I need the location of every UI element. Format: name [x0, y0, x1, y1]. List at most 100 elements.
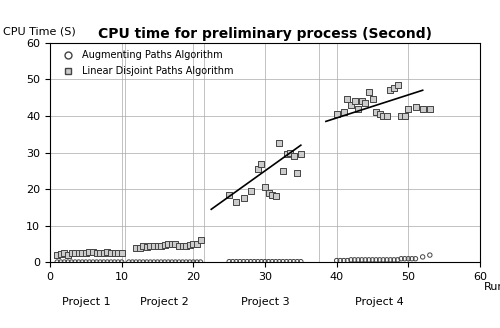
Point	[250, 259, 258, 264]
Point	[279, 168, 287, 174]
Point	[243, 259, 251, 264]
Point	[172, 241, 179, 247]
Point	[344, 258, 351, 263]
Point	[168, 241, 176, 247]
Point	[146, 243, 154, 249]
Point	[293, 170, 301, 175]
Point	[354, 106, 362, 111]
Point	[344, 97, 351, 102]
Point	[293, 259, 301, 264]
Point	[154, 259, 162, 265]
Point	[92, 251, 100, 256]
Point	[56, 252, 65, 257]
Point	[358, 257, 366, 262]
Point	[401, 113, 409, 118]
Point	[225, 259, 233, 264]
Point	[276, 259, 283, 264]
Point	[175, 259, 183, 265]
Point	[404, 256, 412, 261]
Point	[412, 256, 420, 261]
Point	[125, 259, 133, 265]
Point	[64, 253, 72, 258]
Point	[332, 258, 340, 263]
Point	[376, 257, 384, 262]
Point	[386, 257, 394, 262]
Point	[350, 99, 358, 104]
Point	[86, 250, 94, 255]
Point	[150, 243, 158, 249]
Point	[340, 258, 348, 263]
Point	[178, 243, 186, 249]
Point	[358, 99, 366, 104]
Point	[264, 259, 272, 264]
Point	[426, 253, 434, 258]
Point	[100, 259, 108, 265]
Point	[139, 243, 147, 249]
Point	[261, 185, 269, 190]
Point	[261, 259, 269, 264]
Point	[272, 259, 280, 264]
Text: Project 2: Project 2	[140, 297, 189, 307]
Point	[386, 88, 394, 93]
Point	[365, 90, 373, 95]
Point	[168, 259, 176, 265]
Point	[240, 196, 248, 201]
Point	[412, 104, 420, 109]
Point	[96, 251, 104, 256]
Point	[136, 245, 143, 250]
Point	[279, 259, 287, 264]
Point	[78, 259, 86, 265]
Point	[157, 243, 165, 249]
Point	[74, 251, 82, 256]
Point	[157, 259, 165, 265]
Point	[272, 194, 280, 199]
Point	[354, 257, 362, 262]
Point	[71, 251, 79, 256]
Point	[376, 112, 384, 117]
Point	[232, 199, 240, 205]
Point	[104, 250, 112, 255]
Point	[372, 110, 380, 115]
Point	[397, 113, 405, 118]
Point	[254, 166, 262, 172]
Point	[172, 259, 179, 265]
Point	[394, 82, 402, 87]
Point	[82, 251, 90, 256]
Point	[362, 100, 370, 106]
Point	[286, 150, 294, 155]
Point	[143, 244, 151, 250]
Point	[118, 251, 126, 256]
Point	[132, 245, 140, 250]
Point	[136, 259, 143, 265]
Title: CPU time for preliminary process (Second): CPU time for preliminary process (Second…	[98, 28, 432, 41]
Legend: Augmenting Paths Algorithm, Linear Disjoint Paths Algorithm: Augmenting Paths Algorithm, Linear Disjo…	[55, 48, 236, 79]
Point	[68, 259, 76, 265]
Point	[246, 259, 254, 264]
Point	[114, 251, 122, 256]
Text: Project 4: Project 4	[356, 297, 404, 307]
Point	[336, 258, 344, 263]
Point	[340, 110, 348, 115]
Point	[390, 86, 398, 91]
Point	[190, 241, 198, 247]
Point	[78, 251, 86, 256]
Point	[394, 257, 402, 262]
Point	[268, 259, 276, 264]
Point	[56, 259, 65, 265]
Point	[60, 259, 68, 265]
Point	[236, 259, 244, 264]
X-axis label: Runs: Runs	[484, 282, 500, 292]
Point	[190, 259, 198, 265]
Point	[132, 259, 140, 265]
Point	[380, 257, 388, 262]
Point	[297, 259, 305, 264]
Point	[110, 259, 118, 265]
Point	[89, 250, 97, 255]
Point	[186, 242, 194, 247]
Point	[68, 251, 76, 256]
Point	[282, 152, 290, 157]
Point	[118, 259, 126, 265]
Point	[53, 259, 61, 265]
Point	[282, 259, 290, 264]
Point	[150, 259, 158, 265]
